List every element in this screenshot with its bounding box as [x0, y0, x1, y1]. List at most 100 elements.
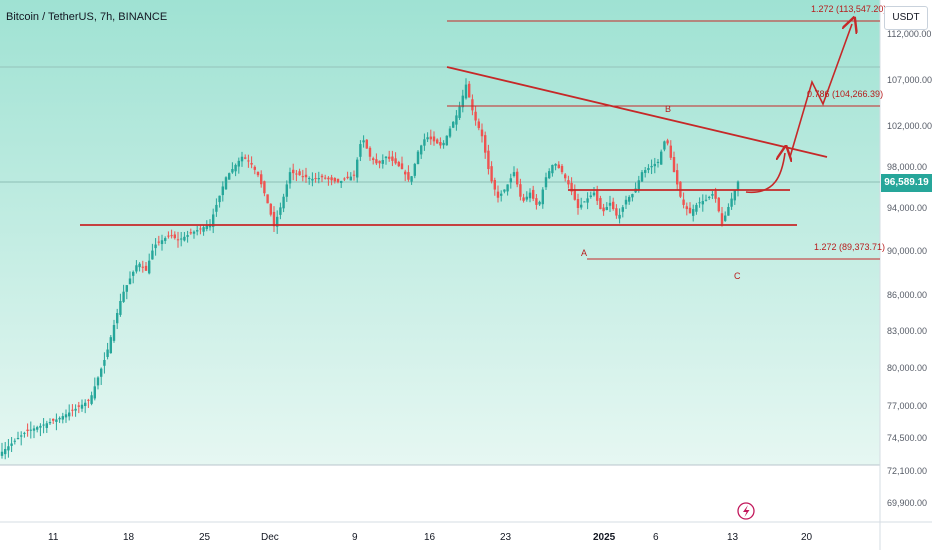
candle[interactable] [154, 244, 157, 249]
candle[interactable] [234, 164, 237, 172]
candle[interactable] [250, 162, 253, 165]
candle[interactable] [186, 235, 189, 237]
candle[interactable] [240, 156, 244, 162]
candle[interactable] [650, 165, 653, 168]
candle[interactable] [90, 395, 93, 404]
candle[interactable] [42, 424, 45, 426]
candle[interactable] [480, 129, 484, 137]
candle[interactable] [218, 195, 221, 203]
candle[interactable] [100, 368, 103, 377]
candle[interactable] [557, 164, 560, 169]
candle[interactable] [116, 313, 119, 324]
candle[interactable] [493, 180, 496, 190]
candle[interactable] [439, 142, 442, 146]
candle[interactable] [551, 164, 554, 174]
candle[interactable] [512, 172, 516, 177]
candle[interactable] [55, 419, 58, 422]
candle[interactable] [464, 84, 468, 99]
candle[interactable] [445, 135, 448, 146]
candle[interactable] [343, 178, 346, 180]
candle[interactable] [468, 83, 471, 98]
candle[interactable] [592, 192, 596, 196]
candle[interactable] [436, 139, 439, 144]
candle[interactable] [724, 215, 727, 221]
candle[interactable] [346, 176, 349, 179]
candle[interactable] [10, 443, 13, 446]
candle[interactable] [84, 402, 87, 407]
candle[interactable] [407, 172, 410, 180]
candle[interactable] [404, 171, 407, 175]
candle[interactable] [535, 198, 538, 205]
candle[interactable] [596, 190, 599, 201]
candle[interactable] [298, 171, 301, 176]
candle[interactable] [621, 207, 624, 212]
candle[interactable] [359, 144, 362, 157]
candle[interactable] [64, 414, 68, 418]
candle[interactable] [103, 359, 106, 366]
candle[interactable] [701, 201, 704, 205]
candle[interactable] [372, 158, 375, 161]
time-axis[interactable]: 11 18 25 Dec 9 16 23 2025 6 13 20 [48, 532, 813, 543]
candle[interactable] [266, 194, 269, 204]
candle[interactable] [148, 260, 151, 274]
candle[interactable] [141, 266, 144, 268]
candle[interactable] [698, 202, 701, 204]
candle[interactable] [340, 180, 343, 184]
candle[interactable] [378, 160, 381, 164]
candle[interactable] [612, 201, 615, 210]
candle[interactable] [695, 204, 698, 212]
candle[interactable] [624, 199, 628, 205]
candle[interactable] [96, 377, 100, 386]
candle[interactable] [423, 139, 426, 146]
candle[interactable] [288, 172, 292, 184]
candle[interactable] [644, 170, 647, 173]
candle[interactable] [160, 240, 164, 245]
candle[interactable] [180, 238, 183, 240]
candle[interactable] [167, 235, 170, 237]
candle[interactable] [388, 156, 391, 159]
candle[interactable] [26, 429, 29, 431]
candle[interactable] [93, 386, 96, 399]
candle[interactable] [576, 199, 580, 208]
candle[interactable] [269, 203, 272, 215]
candle[interactable] [647, 168, 650, 171]
candle[interactable] [173, 234, 176, 239]
candle[interactable] [573, 189, 576, 200]
candle[interactable] [212, 214, 215, 227]
descending-trendline[interactable] [446, 66, 828, 158]
candle[interactable] [45, 423, 48, 428]
candle[interactable] [135, 265, 138, 272]
candle[interactable] [672, 157, 676, 173]
candle[interactable] [676, 170, 679, 185]
candle[interactable] [244, 157, 247, 159]
candle[interactable] [295, 173, 298, 175]
candle[interactable] [730, 198, 733, 207]
candle[interactable] [356, 159, 359, 178]
candle[interactable] [487, 150, 490, 170]
candle[interactable] [410, 176, 413, 182]
candle[interactable] [570, 182, 573, 192]
candle[interactable] [727, 206, 730, 216]
candle[interactable] [474, 111, 477, 121]
candle[interactable] [455, 115, 458, 125]
candle[interactable] [308, 178, 311, 180]
candle[interactable] [506, 184, 509, 192]
price-axis[interactable]: 112,000.00 107,000.00 102,000.00 98,000.… [887, 29, 932, 508]
candle[interactable] [320, 175, 324, 178]
candle[interactable] [432, 136, 436, 142]
candle[interactable] [285, 184, 288, 197]
candle[interactable] [215, 204, 218, 212]
candle[interactable] [605, 206, 608, 210]
candle[interactable] [276, 216, 279, 227]
candle[interactable] [704, 199, 708, 201]
candle[interactable] [666, 140, 669, 144]
candle[interactable] [522, 197, 525, 201]
candle[interactable] [384, 156, 388, 159]
candle[interactable] [541, 189, 544, 205]
candle[interactable] [61, 416, 64, 420]
candle[interactable] [205, 225, 208, 230]
candle[interactable] [714, 191, 717, 199]
candle[interactable] [560, 165, 564, 173]
candle[interactable] [304, 174, 308, 178]
candle[interactable] [192, 231, 196, 234]
